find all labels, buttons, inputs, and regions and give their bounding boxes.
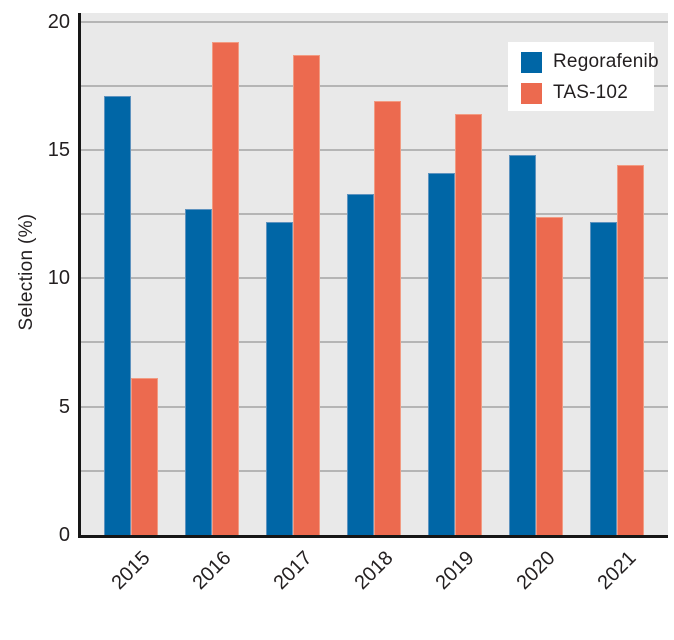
legend: Regorafenib TAS-102	[508, 42, 659, 111]
bar-tas-102-2015	[130, 378, 158, 535]
legend-item-tas-102: TAS-102	[521, 82, 654, 104]
y-tick-label: 5	[58, 395, 70, 418]
x-tick-label-2017: 2017	[269, 547, 317, 595]
legend-label-tas-102: TAS-102	[553, 82, 628, 103]
x-tick-label-2021: 2021	[593, 547, 641, 595]
bar-regorafenib-2015	[103, 96, 131, 535]
bar-tas-102-2018	[373, 101, 401, 535]
bar-regorafenib-2021	[589, 221, 617, 535]
bar-tas-102-2021	[616, 165, 644, 535]
bar-regorafenib-2019	[427, 173, 455, 535]
bar-regorafenib-2018	[346, 193, 374, 535]
bar-regorafenib-2016	[184, 209, 212, 535]
plot-area: Regorafenib TAS-102	[78, 13, 668, 538]
x-tick-label-2019: 2019	[431, 547, 479, 595]
bar-tas-102-2017	[292, 54, 320, 535]
bar-tas-102-2016	[211, 42, 239, 535]
x-tick-label-2015: 2015	[107, 547, 155, 595]
x-tick-label-2016: 2016	[188, 547, 236, 595]
legend-label-regorafenib: Regorafenib	[553, 51, 659, 72]
bar-tas-102-2020	[535, 216, 563, 535]
bar-tas-102-2019	[454, 114, 482, 535]
legend-item-regorafenib: Regorafenib	[521, 51, 659, 73]
bar-regorafenib-2020	[508, 155, 536, 535]
bar-regorafenib-2017	[265, 221, 293, 535]
x-tick-label-2018: 2018	[350, 547, 398, 595]
legend-swatch-tas-102-icon	[521, 82, 542, 104]
y-tick-label: 15	[47, 138, 70, 161]
bar-chart-figure: Selection (%) 0 5 10 15 20 Regorafenib TAS-1…	[16, 10, 668, 595]
x-tick-label-2020: 2020	[512, 547, 560, 595]
y-tick-label: 10	[47, 267, 70, 290]
gridline	[81, 84, 668, 87]
gridline	[81, 20, 668, 23]
y-tick-label: 20	[47, 10, 70, 33]
y-tick-label: 0	[58, 524, 70, 546]
legend-swatch-regorafenib-icon	[521, 51, 542, 73]
